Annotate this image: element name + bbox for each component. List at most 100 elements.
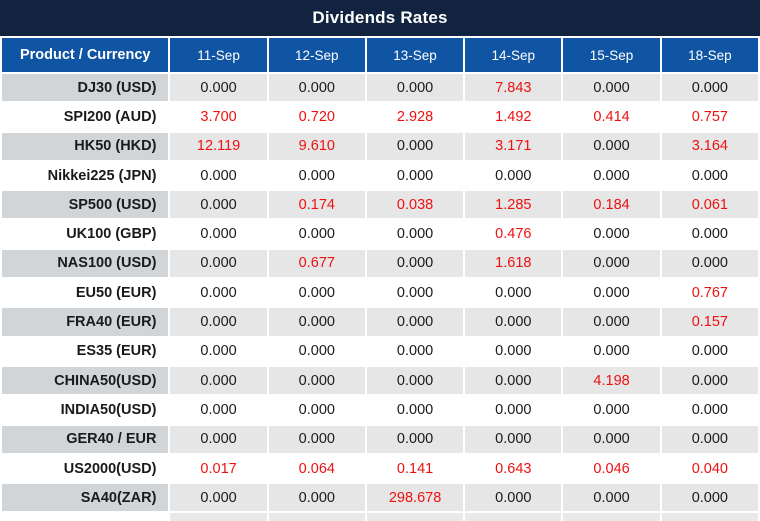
- value-cell: 0.720: [268, 103, 365, 131]
- value-cell: 0.643: [465, 454, 562, 483]
- table-body: DJ30 (USD) 0.000 0.000 0.000 7.843 0.000 0.000…: [2, 74, 758, 521]
- value-cell: 0.000: [661, 484, 758, 512]
- value-cell: 0.000: [366, 161, 464, 190]
- column-header-date-2: 12-Sep: [268, 38, 365, 72]
- value-cell: 2.928: [366, 103, 464, 131]
- value-cell: 0.000: [366, 425, 464, 453]
- value-cell: 0.141: [366, 454, 464, 483]
- value-cell: 0.000: [661, 161, 758, 190]
- value-cell: 0.414: [563, 103, 660, 131]
- table-row: SA40(ZAR) 0.000 0.000 298.678 0.000 0.000 0.00…: [2, 484, 758, 512]
- table-row: HK50 (HKD) 12.119 9.610 0.000 3.171 0.000 3.16…: [2, 132, 758, 160]
- value-cell: 0.000: [465, 161, 562, 190]
- value-cell: 0.000: [268, 337, 365, 365]
- value-cell: 0.000: [465, 396, 562, 424]
- product-cell: NAS100 (USD): [2, 249, 169, 278]
- value-cell: 0.000: [465, 366, 562, 395]
- value-cell: 0.000: [661, 425, 758, 453]
- value-cell: 0.000: [661, 396, 758, 424]
- value-cell: 0.000: [170, 337, 267, 365]
- value-cell: 0.000: [170, 74, 267, 102]
- value-cell: 0.000: [661, 249, 758, 278]
- table-row: SP500 (USD) 0.000 0.174 0.038 1.285 0.184 0.06…: [2, 191, 758, 219]
- value-cell: 0.000: [366, 396, 464, 424]
- table-row: CHINA50(USD) 0.000 0.000 0.000 0.000 4.198 0.0…: [2, 366, 758, 395]
- table-row: EU50 (EUR) 0.000 0.000 0.000 0.000 0.000 0.767: [2, 279, 758, 307]
- value-cell: [465, 513, 562, 521]
- table-row: DJ30 (USD) 0.000 0.000 0.000 7.843 0.000 0.000: [2, 74, 758, 102]
- value-cell: 0.000: [268, 366, 365, 395]
- value-cell: 0.000: [366, 249, 464, 278]
- table-row: US2000(USD) 0.017 0.064 0.141 0.643 0.046 0.04…: [2, 454, 758, 483]
- value-cell: 0.000: [563, 484, 660, 512]
- value-cell: 3.164: [661, 132, 758, 160]
- value-cell: 0.000: [563, 161, 660, 190]
- header-row: Product / Currency 11-Sep 12-Sep 13-Sep …: [2, 38, 758, 72]
- value-cell: 0.064: [268, 454, 365, 483]
- value-cell: 0.000: [661, 337, 758, 365]
- product-cell: UK100 (GBP): [2, 220, 169, 248]
- value-cell: 1.618: [465, 249, 562, 278]
- product-cell: US2000(USD): [2, 454, 169, 483]
- value-cell: 0.000: [366, 366, 464, 395]
- product-cell: ES35 (EUR): [2, 337, 169, 365]
- table-row: FRA40 (EUR) 0.000 0.000 0.000 0.000 0.000 0.15…: [2, 308, 758, 336]
- table-row: ES35 (EUR) 0.000 0.000 0.000 0.000 0.000 0.000: [2, 337, 758, 365]
- value-cell: 0.000: [170, 161, 267, 190]
- value-cell: 0.767: [661, 279, 758, 307]
- value-cell: 0.038: [366, 191, 464, 219]
- column-header-date-6: 18-Sep: [661, 38, 758, 72]
- product-cell: SP500 (USD): [2, 191, 169, 219]
- value-cell: 0.000: [366, 337, 464, 365]
- value-cell: 0.000: [268, 161, 365, 190]
- product-cell: GER40 / EUR: [2, 425, 169, 453]
- product-cell: HK50 (HKD): [2, 132, 169, 160]
- value-cell: 0.000: [563, 220, 660, 248]
- value-cell: 0.000: [465, 484, 562, 512]
- value-cell: 0.046: [563, 454, 660, 483]
- column-header-date-5: 15-Sep: [563, 38, 660, 72]
- page-title: Dividends Rates: [312, 8, 448, 27]
- value-cell: 0.000: [563, 279, 660, 307]
- value-cell: [366, 513, 464, 521]
- value-cell: 0.000: [170, 279, 267, 307]
- table-row: Nikkei225 (JPN) 0.000 0.000 0.000 0.000 0.000…: [2, 161, 758, 190]
- product-cell: DJ30 (USD): [2, 74, 169, 102]
- value-cell: 0.000: [268, 279, 365, 307]
- value-cell: 0.000: [465, 425, 562, 453]
- table-row: NAS100 (USD) 0.000 0.677 0.000 1.618 0.000 0.0…: [2, 249, 758, 278]
- column-header-date-4: 14-Sep: [465, 38, 562, 72]
- value-cell: 0.000: [366, 220, 464, 248]
- value-cell: 0.000: [563, 132, 660, 160]
- value-cell: 0.000: [465, 308, 562, 336]
- value-cell: 3.700: [170, 103, 267, 131]
- table-row: INDIA50(USD) 0.000 0.000 0.000 0.000 0.000 0.0…: [2, 396, 758, 424]
- partial-next-row: [2, 513, 758, 521]
- value-cell: 0.000: [170, 425, 267, 453]
- value-cell: 0.000: [170, 249, 267, 278]
- value-cell: 0.000: [661, 74, 758, 102]
- value-cell: 0.000: [661, 220, 758, 248]
- value-cell: 0.174: [268, 191, 365, 219]
- product-cell: EU50 (EUR): [2, 279, 169, 307]
- value-cell: 0.040: [661, 454, 758, 483]
- value-cell: 0.061: [661, 191, 758, 219]
- value-cell: 0.000: [170, 484, 267, 512]
- value-cell: 0.000: [563, 337, 660, 365]
- value-cell: 298.678: [366, 484, 464, 512]
- value-cell: 0.000: [563, 396, 660, 424]
- value-cell: 3.171: [465, 132, 562, 160]
- column-header-product: Product / Currency: [2, 38, 169, 72]
- value-cell: 0.000: [268, 484, 365, 512]
- title-bar: Dividends Rates: [0, 0, 760, 36]
- value-cell: [661, 513, 758, 521]
- value-cell: 12.119: [170, 132, 267, 160]
- value-cell: 0.000: [366, 279, 464, 307]
- value-cell: 7.843: [465, 74, 562, 102]
- value-cell: 0.000: [268, 396, 365, 424]
- product-cell: INDIA50(USD): [2, 396, 169, 424]
- value-cell: 0.000: [268, 74, 365, 102]
- value-cell: 0.000: [268, 308, 365, 336]
- value-cell: 0.000: [563, 74, 660, 102]
